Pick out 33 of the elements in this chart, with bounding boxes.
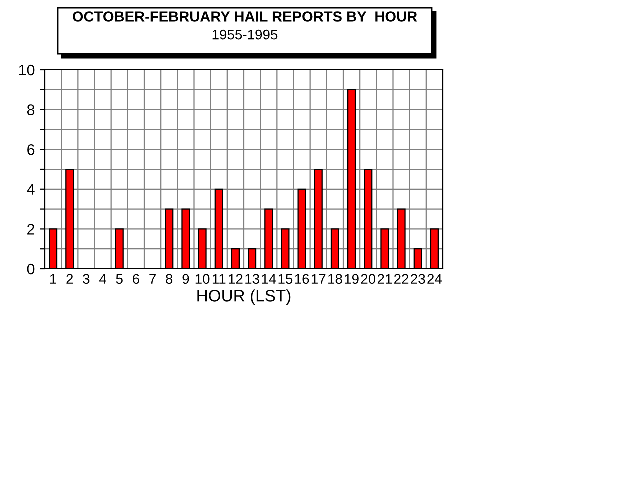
x-tick-label: 3 bbox=[83, 274, 90, 284]
x-tick-label: 2 bbox=[66, 274, 74, 284]
x-tick-label: 19 bbox=[345, 274, 359, 284]
x-tick-label: 6 bbox=[133, 274, 140, 284]
x-tick-label: 22 bbox=[394, 274, 409, 284]
x-tick-label: 9 bbox=[182, 274, 190, 284]
x-tick-label: 15 bbox=[278, 274, 293, 284]
x-tick-label: 17 bbox=[312, 274, 326, 284]
x-tick-label: 14 bbox=[262, 274, 276, 284]
x-tick-label: 1 bbox=[50, 274, 56, 284]
y-tick-label: 10 bbox=[19, 64, 35, 76]
chart-title: OCTOBER-FEBRUARY HAIL REPORTS BY HOUR bbox=[73, 12, 418, 22]
x-tick-label: 11 bbox=[212, 274, 226, 284]
x-tick-label: 24 bbox=[428, 274, 442, 284]
x-tick-label: 4 bbox=[100, 274, 106, 284]
x-tick-label: 21 bbox=[378, 274, 392, 284]
y-tick-label: 2 bbox=[28, 224, 35, 235]
y-tick-label: 8 bbox=[27, 104, 35, 116]
x-tick-label: 7 bbox=[150, 274, 156, 284]
x-tick-label: 8 bbox=[166, 274, 173, 284]
chart-subtitle: 1955-1995 bbox=[212, 30, 278, 40]
x-tick-label: 10 bbox=[196, 274, 210, 284]
x-tick-label: 13 bbox=[246, 274, 260, 284]
y-tick-label: 0 bbox=[27, 264, 35, 275]
x-tick-label: 5 bbox=[116, 274, 123, 284]
x-tick-label: 18 bbox=[328, 274, 342, 284]
x-tick-label: 23 bbox=[411, 274, 426, 284]
x-tick-label: 20 bbox=[361, 274, 376, 284]
x-tick-label: 16 bbox=[295, 274, 310, 284]
x-axis-title: HOUR (LST) bbox=[198, 290, 291, 306]
y-tick-label: 4 bbox=[27, 184, 35, 195]
y-tick-label: 6 bbox=[28, 144, 35, 156]
x-tick-label: 12 bbox=[229, 274, 243, 284]
